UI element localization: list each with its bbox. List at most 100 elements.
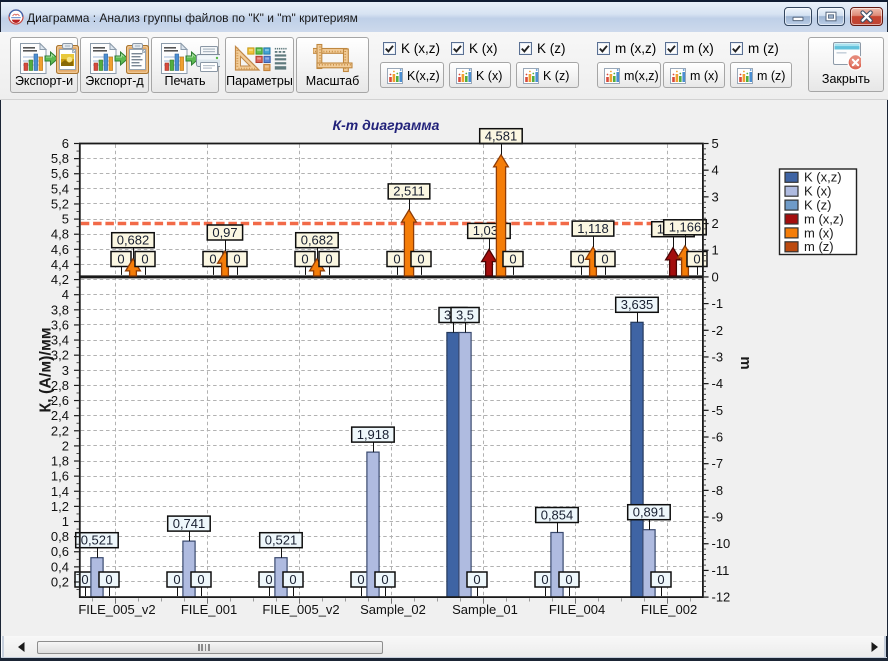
- svg-text:3,4: 3,4: [51, 333, 69, 348]
- svg-text:0,891: 0,891: [633, 505, 666, 520]
- svg-text:-4: -4: [712, 376, 724, 391]
- svg-text:4: 4: [712, 163, 719, 178]
- svg-text:0,854: 0,854: [541, 507, 574, 522]
- svg-text:0: 0: [289, 572, 296, 587]
- svg-text:3,5: 3,5: [456, 307, 474, 322]
- svg-text:5: 5: [62, 212, 69, 227]
- svg-text:1,918: 1,918: [357, 427, 390, 442]
- svg-text:1,4: 1,4: [51, 484, 69, 499]
- svg-text:-5: -5: [712, 403, 724, 418]
- svg-text:0: 0: [233, 251, 240, 266]
- svg-text:2,511: 2,511: [393, 184, 425, 199]
- svg-text:1: 1: [62, 514, 69, 529]
- svg-text:0: 0: [117, 251, 124, 266]
- svg-text:0: 0: [357, 572, 364, 587]
- svg-text:0: 0: [693, 251, 700, 266]
- svg-text:Sample_02: Sample_02: [360, 602, 426, 617]
- svg-text:0: 0: [541, 572, 548, 587]
- svg-text:4,4: 4,4: [51, 257, 69, 272]
- svg-text:Sample_01: Sample_01: [452, 602, 518, 617]
- svg-text:m (z): m (z): [804, 239, 834, 254]
- svg-text:0: 0: [381, 572, 388, 587]
- svg-text:0,2: 0,2: [51, 575, 69, 590]
- svg-text:0,682: 0,682: [301, 233, 334, 248]
- svg-text:4,8: 4,8: [51, 227, 69, 242]
- svg-text:FILE_005_v2: FILE_005_v2: [78, 602, 155, 617]
- svg-text:-6: -6: [712, 430, 724, 445]
- svg-text:1,2: 1,2: [51, 499, 69, 514]
- svg-text:-3: -3: [712, 350, 724, 365]
- svg-text:5,8: 5,8: [51, 151, 69, 166]
- svg-text:-12: -12: [712, 590, 731, 605]
- svg-text:2,4: 2,4: [51, 408, 69, 423]
- svg-text:-9: -9: [712, 510, 724, 525]
- svg-text:3: 3: [712, 189, 719, 204]
- svg-text:0,6: 0,6: [51, 544, 69, 559]
- svg-text:2,8: 2,8: [51, 378, 69, 393]
- svg-text:2,6: 2,6: [51, 393, 69, 408]
- svg-text:0: 0: [473, 572, 480, 587]
- svg-text:-2: -2: [712, 323, 724, 338]
- svg-text:0,682: 0,682: [117, 233, 150, 248]
- svg-text:6: 6: [62, 136, 69, 151]
- svg-text:0: 0: [197, 572, 204, 587]
- svg-text:0: 0: [325, 251, 332, 266]
- svg-text:0: 0: [393, 251, 400, 266]
- svg-text:0: 0: [265, 572, 272, 587]
- svg-text:2: 2: [712, 216, 719, 231]
- svg-text:0: 0: [509, 251, 516, 266]
- svg-text:К-m диаграмма: К-m диаграмма: [333, 117, 440, 133]
- svg-text:0: 0: [712, 269, 719, 284]
- svg-text:1,118: 1,118: [577, 221, 609, 236]
- svg-text:0: 0: [417, 251, 424, 266]
- svg-text:1,6: 1,6: [51, 469, 69, 484]
- svg-text:FILE_004: FILE_004: [549, 602, 605, 617]
- svg-text:3,2: 3,2: [51, 348, 69, 363]
- svg-text:m: m: [737, 356, 754, 369]
- svg-text:K (x,z): K (x,z): [804, 170, 842, 185]
- svg-text:3,635: 3,635: [621, 297, 654, 312]
- svg-text:4,581: 4,581: [485, 129, 518, 144]
- svg-text:m (x,z): m (x,z): [804, 211, 844, 226]
- svg-text:-10: -10: [712, 536, 731, 551]
- svg-text:5,6: 5,6: [51, 166, 69, 181]
- svg-text:К, (А/м)/мм: К, (А/м)/мм: [38, 327, 55, 412]
- svg-text:2: 2: [62, 438, 69, 453]
- svg-text:5: 5: [712, 136, 719, 151]
- svg-text:-1: -1: [712, 296, 724, 311]
- svg-text:2,2: 2,2: [51, 423, 69, 438]
- svg-text:0: 0: [105, 572, 112, 587]
- svg-text:m (x): m (x): [804, 225, 834, 240]
- svg-text:0,4: 0,4: [51, 559, 69, 574]
- svg-text:0: 0: [565, 572, 572, 587]
- svg-text:4: 4: [62, 287, 69, 302]
- svg-text:5,4: 5,4: [51, 181, 69, 196]
- svg-text:3,8: 3,8: [51, 302, 69, 317]
- svg-text:1,8: 1,8: [51, 454, 69, 469]
- svg-text:3: 3: [62, 363, 69, 378]
- svg-text:-8: -8: [712, 483, 724, 498]
- svg-text:0: 0: [209, 251, 216, 266]
- svg-text:0: 0: [173, 572, 180, 587]
- svg-text:4,6: 4,6: [51, 242, 69, 257]
- svg-text:FILE_001: FILE_001: [181, 602, 237, 617]
- svg-text:4,2: 4,2: [51, 272, 69, 287]
- svg-text:-11: -11: [712, 563, 730, 578]
- svg-text:0,521: 0,521: [81, 533, 114, 548]
- svg-text:0: 0: [81, 572, 88, 587]
- svg-text:FILE_005_v2: FILE_005_v2: [262, 602, 339, 617]
- svg-text:1: 1: [712, 243, 719, 258]
- svg-text:0: 0: [141, 251, 148, 266]
- svg-text:0: 0: [301, 251, 308, 266]
- svg-text:0: 0: [657, 572, 664, 587]
- svg-text:1,166: 1,166: [669, 220, 702, 235]
- svg-text:0,521: 0,521: [265, 533, 298, 548]
- svg-text:0: 0: [577, 251, 584, 266]
- svg-text:5,2: 5,2: [51, 197, 69, 212]
- svg-text:0: 0: [601, 251, 608, 266]
- svg-text:FILE_002: FILE_002: [641, 602, 697, 617]
- svg-text:3,6: 3,6: [51, 317, 69, 332]
- svg-text:K (x): K (x): [804, 184, 831, 199]
- svg-text:0,97: 0,97: [212, 225, 237, 240]
- svg-text:K (z): K (z): [804, 198, 831, 213]
